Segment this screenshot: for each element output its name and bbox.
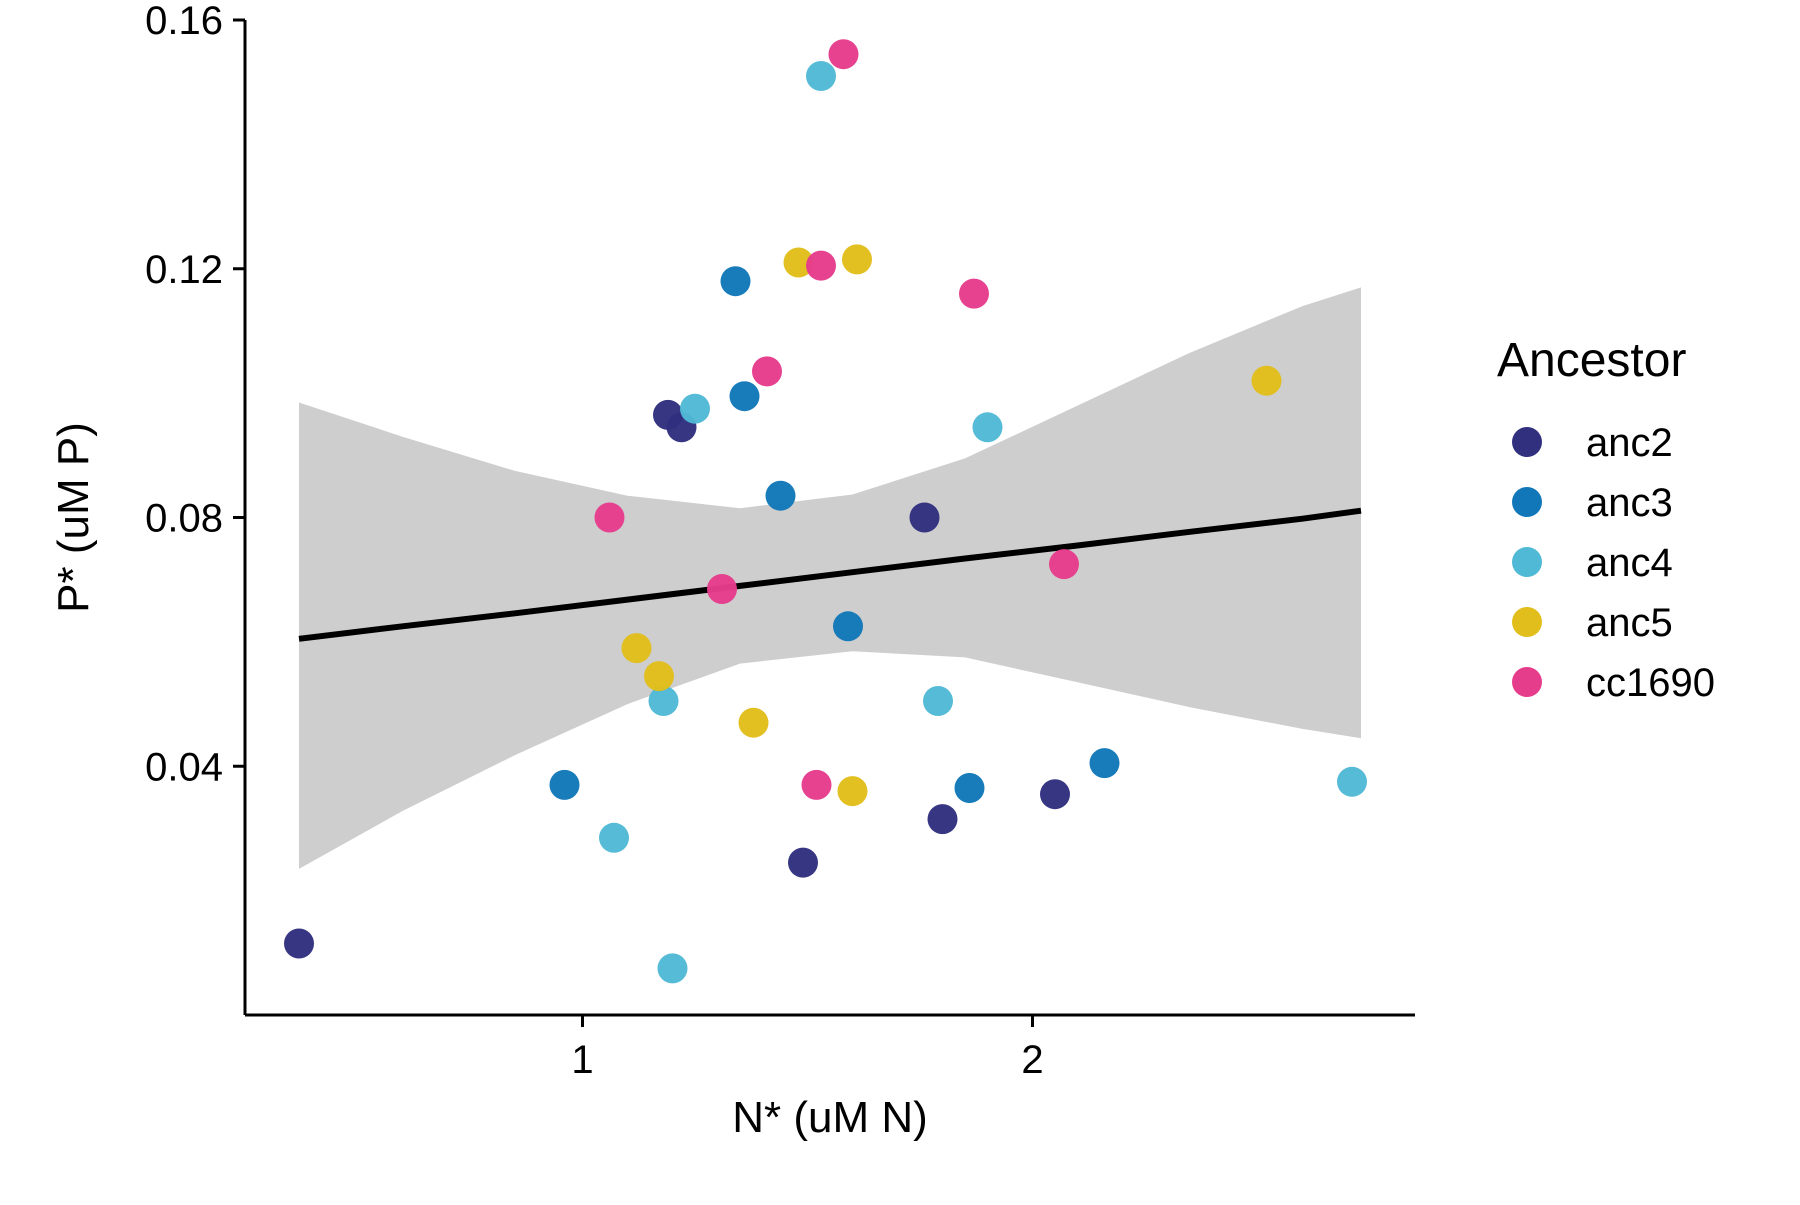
legend-label-anc2: anc2 xyxy=(1586,421,1673,465)
confidence-band xyxy=(299,287,1361,869)
point-cc1690 xyxy=(1049,549,1079,580)
confidence-band-layer xyxy=(299,287,1361,869)
trend-line xyxy=(298,507,1362,642)
point-anc3 xyxy=(833,611,863,642)
point-cc1690 xyxy=(752,356,782,387)
point-anc4 xyxy=(657,953,688,984)
point-anc4 xyxy=(923,686,953,716)
point-anc4 xyxy=(599,822,629,853)
point-anc2 xyxy=(284,928,314,959)
point-anc2 xyxy=(1040,779,1070,810)
legend-label-cc1690: cc1690 xyxy=(1586,661,1715,705)
point-anc5 xyxy=(837,776,868,807)
legend-swatch-anc2 xyxy=(1512,427,1542,457)
x-tick-label: 2 xyxy=(1021,1038,1043,1082)
point-anc5 xyxy=(842,244,872,275)
point-anc5 xyxy=(738,707,769,738)
point-anc4 xyxy=(806,61,836,91)
point-anc3 xyxy=(1089,748,1120,779)
point-anc3 xyxy=(765,480,796,511)
legend-swatch-anc5 xyxy=(1512,607,1542,637)
x-axis-title: N* (uM N) xyxy=(732,1093,928,1142)
point-anc3 xyxy=(549,769,580,800)
y-tick-label: 0.04 xyxy=(145,745,223,789)
trend-line-layer xyxy=(298,507,1362,642)
legend-title: Ancestor xyxy=(1497,334,1686,387)
point-cc1690 xyxy=(828,39,859,70)
point-cc1690 xyxy=(801,769,832,800)
point-anc5 xyxy=(621,633,652,664)
legend-swatch-anc3 xyxy=(1512,487,1542,517)
legend-label-anc3: anc3 xyxy=(1586,481,1673,525)
point-anc4 xyxy=(648,686,679,716)
ticks-layer: 1 2 0.04 0.08 0.12 0.16 xyxy=(145,0,1043,1082)
x-tick-label: 1 xyxy=(571,1038,593,1082)
legend-label-anc5: anc5 xyxy=(1586,601,1673,645)
data-points-layer xyxy=(284,39,1367,984)
point-anc3 xyxy=(729,381,760,412)
point-anc2 xyxy=(909,502,940,533)
point-anc5 xyxy=(783,247,814,278)
legend-label-anc4: anc4 xyxy=(1586,541,1673,585)
point-anc3 xyxy=(954,773,985,803)
y-tick-label: 0.16 xyxy=(145,0,223,43)
point-anc4 xyxy=(972,412,1003,443)
point-anc5 xyxy=(1251,365,1282,396)
y-axis-title: P* (uM P) xyxy=(49,422,98,613)
point-cc1690 xyxy=(806,250,836,281)
point-cc1690 xyxy=(959,278,989,309)
legend-swatch-cc1690 xyxy=(1512,667,1542,697)
legend-swatch-anc4 xyxy=(1512,547,1542,577)
point-cc1690 xyxy=(594,502,625,533)
point-anc3 xyxy=(720,266,751,297)
legend: Ancestor anc2 anc3 anc4 anc5 cc1690 xyxy=(1497,334,1715,705)
point-anc5 xyxy=(644,661,674,692)
point-cc1690 xyxy=(707,574,737,604)
point-anc2 xyxy=(927,804,958,835)
point-anc2 xyxy=(788,847,818,878)
point-anc4 xyxy=(1337,766,1367,797)
point-anc4 xyxy=(680,393,710,424)
y-tick-label: 0.12 xyxy=(145,248,223,292)
y-tick-label: 0.08 xyxy=(145,497,223,541)
